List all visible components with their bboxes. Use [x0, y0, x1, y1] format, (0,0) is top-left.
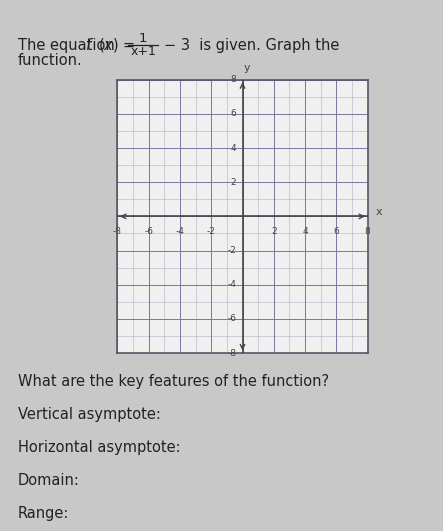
Text: The equation: The equation [18, 38, 119, 53]
Text: 6: 6 [334, 227, 339, 236]
Text: -2: -2 [227, 246, 236, 255]
Text: 4: 4 [302, 227, 308, 236]
Text: 2: 2 [271, 227, 276, 236]
Text: Horizontal asymptote:: Horizontal asymptote: [18, 440, 180, 455]
Text: -2: -2 [207, 227, 216, 236]
Text: -8: -8 [227, 349, 236, 357]
Text: 6: 6 [230, 109, 236, 118]
Text: 1: 1 [139, 32, 148, 45]
Text: -4: -4 [175, 227, 184, 236]
Text: 8: 8 [230, 75, 236, 84]
Text: y: y [244, 63, 251, 73]
Text: $f$: $f$ [85, 37, 94, 53]
Text: $(x)$ =: $(x)$ = [98, 36, 135, 54]
Text: What are the key features of the function?: What are the key features of the functio… [18, 374, 329, 389]
Text: function.: function. [18, 53, 82, 67]
Text: x+1: x+1 [130, 45, 156, 58]
Text: -6: -6 [227, 314, 236, 323]
Text: Range:: Range: [18, 506, 69, 521]
Text: -4: -4 [227, 280, 236, 289]
Text: Domain:: Domain: [18, 473, 80, 488]
Text: 8: 8 [365, 227, 370, 236]
Text: -8: -8 [113, 227, 122, 236]
Text: Vertical asymptote:: Vertical asymptote: [18, 407, 161, 422]
Text: -6: -6 [144, 227, 153, 236]
Text: − 3  is given. Graph the: − 3 is given. Graph the [164, 38, 340, 53]
Text: 4: 4 [231, 143, 236, 152]
Text: 2: 2 [231, 178, 236, 187]
Text: x: x [376, 207, 382, 217]
